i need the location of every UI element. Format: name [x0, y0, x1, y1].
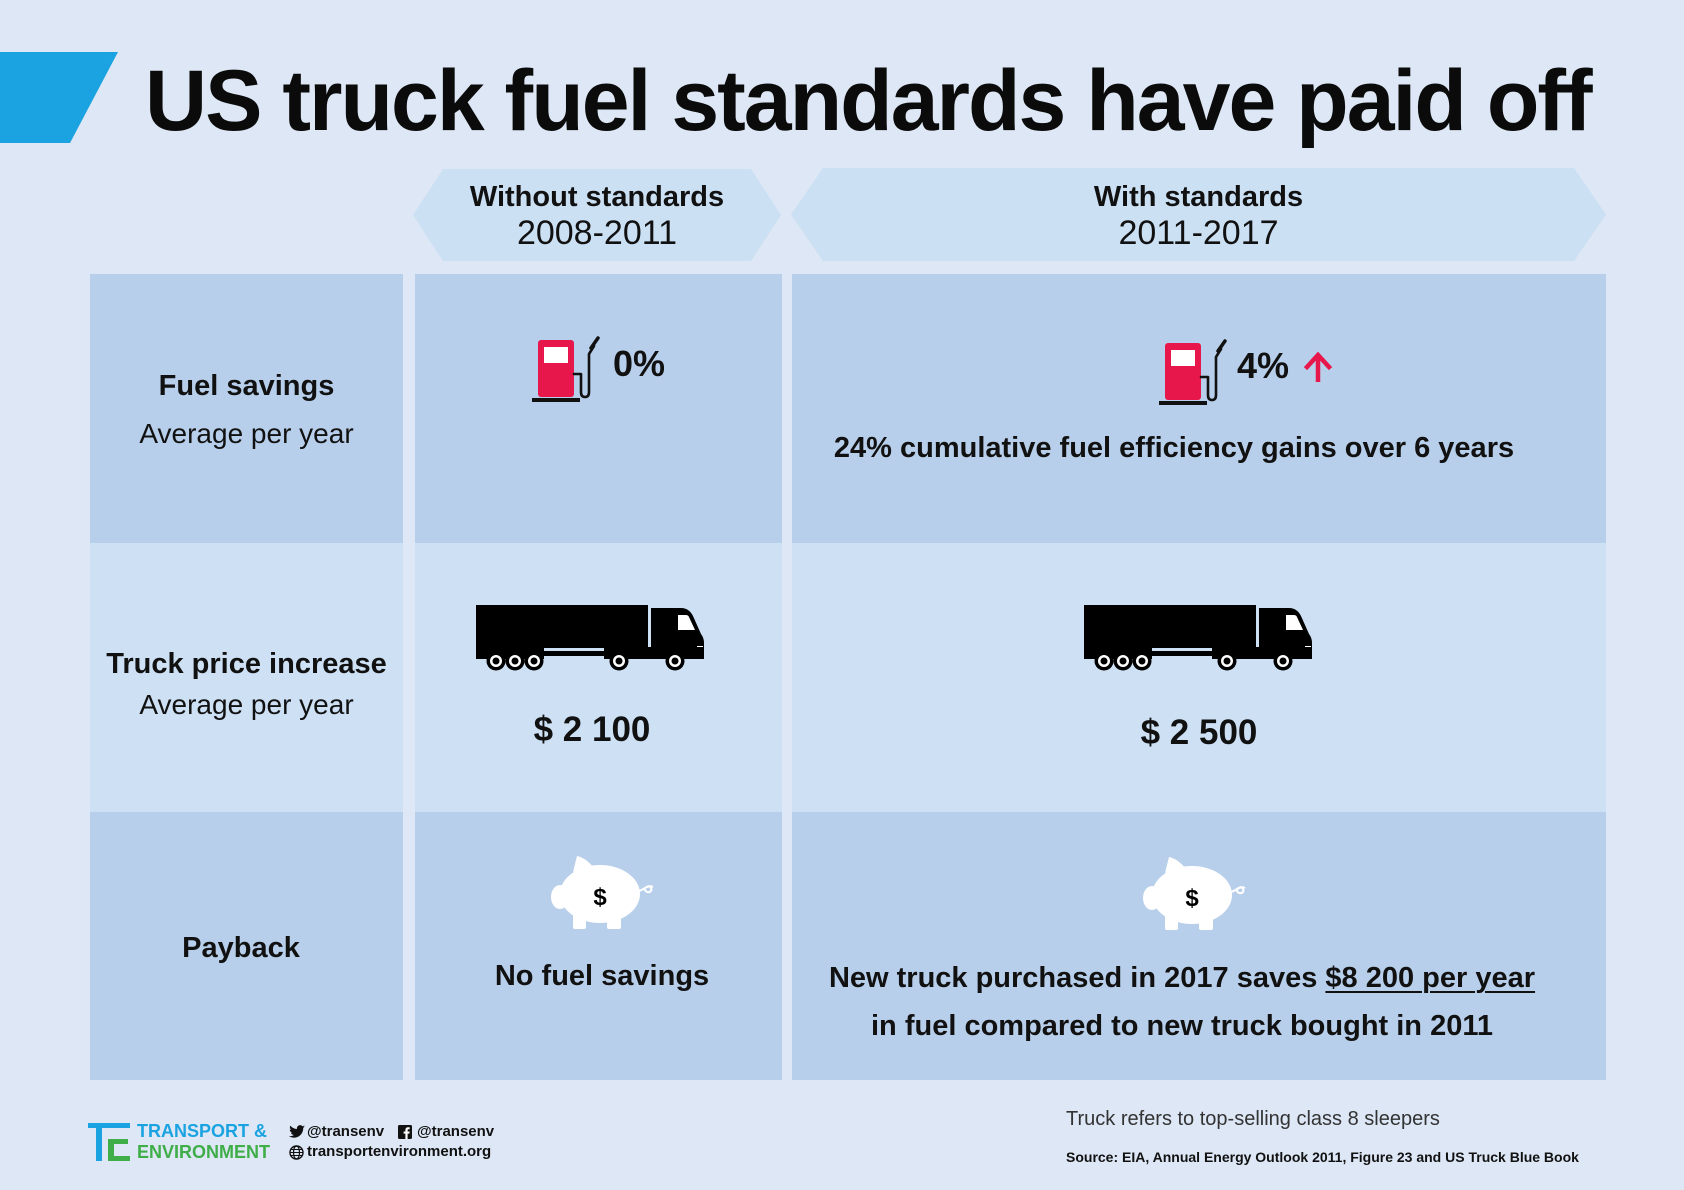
payback-with-standards: $ New truck purchased in 2017 saves $8 2… [792, 812, 1606, 1080]
column-header-label: With standards [1093, 180, 1304, 213]
column-header-period: 2011-2017 [1118, 213, 1279, 252]
payback-text: No fuel savings [494, 960, 710, 992]
facebook-handle: @transenv [417, 1123, 495, 1140]
truck-price-with-standards: $ 2 500 [792, 543, 1606, 812]
row-label: Payback [182, 932, 300, 964]
truck-icon [476, 605, 704, 671]
globe-icon [289, 1145, 304, 1160]
footnote: Truck refers to top-selling class 8 slee… [1066, 1108, 1440, 1130]
twitter-handle: @transenv [307, 1123, 385, 1140]
column-header-with-standards: With standards 2011-2017 [791, 168, 1606, 261]
row-label: Truck price increase [106, 648, 387, 680]
row-label-fuel-savings: Fuel savings Average per year [90, 274, 403, 543]
fuel-savings-value: 0% [613, 343, 666, 384]
fuel-savings-value: 4% [1237, 345, 1290, 386]
column-header-without-standards: Without standards 2008-2011 [413, 169, 781, 261]
fuel-savings-without-standards: 0% [415, 274, 782, 543]
website-link: transportenvironment.org [307, 1143, 492, 1160]
payback-without-standards: $ No fuel savings [415, 812, 782, 1080]
truck-icon [1084, 605, 1312, 671]
te-logo-icon [88, 1123, 130, 1161]
truck-price-value: $ 2 100 [533, 710, 651, 749]
column-header-shape [413, 169, 781, 261]
title-accent-shape [0, 52, 118, 143]
fuel-efficiency-note: 24% cumulative fuel efficiency gains ove… [833, 432, 1515, 464]
fuel-pump-icon [1159, 339, 1227, 405]
payback-text-line-1: New truck purchased in 2017 saves $8 200… [792, 958, 1606, 998]
facebook-icon [398, 1125, 412, 1139]
column-header-shape [791, 168, 1606, 261]
row-sublabel: Average per year [139, 689, 354, 720]
column-header-period: 2008-2011 [516, 214, 678, 252]
source-citation: Source: EIA, Annual Energy Outlook 2011,… [1066, 1149, 1579, 1165]
column-header-label: Without standards [469, 181, 725, 213]
twitter-icon [289, 1125, 305, 1138]
piggy-bank-symbol: $ [1185, 885, 1199, 912]
payback-savings-highlight: $8 200 per year [1325, 962, 1536, 994]
payback-text-prefix: New truck purchased in 2017 saves [828, 962, 1326, 994]
page-title: US truck fuel standards have paid off [145, 53, 1593, 149]
payback-text-line-2: in fuel compared to new truck bought in … [871, 1010, 1493, 1042]
row-label: Fuel savings [158, 370, 335, 402]
row-label-truck-price-increase: Truck price increase Average per year [90, 543, 403, 812]
row-sublabel: Average per year [139, 418, 354, 449]
truck-price-value: $ 2 500 [1140, 713, 1258, 752]
fuel-savings-with-standards: 4% 24% cumulative fuel efficiency gains … [792, 274, 1606, 543]
brand-name-line-1: TRANSPORT & [137, 1121, 267, 1141]
piggy-bank-icon: $ [1143, 857, 1246, 930]
piggy-bank-icon: $ [551, 856, 654, 929]
row-label-payback: Payback [90, 812, 403, 1080]
truck-price-without-standards: $ 2 100 [415, 543, 782, 812]
brand-name-line-2: ENVIRONMENT [137, 1142, 271, 1162]
up-arrow-icon [1303, 351, 1333, 382]
piggy-bank-symbol: $ [593, 884, 607, 911]
fuel-pump-icon [532, 336, 600, 402]
